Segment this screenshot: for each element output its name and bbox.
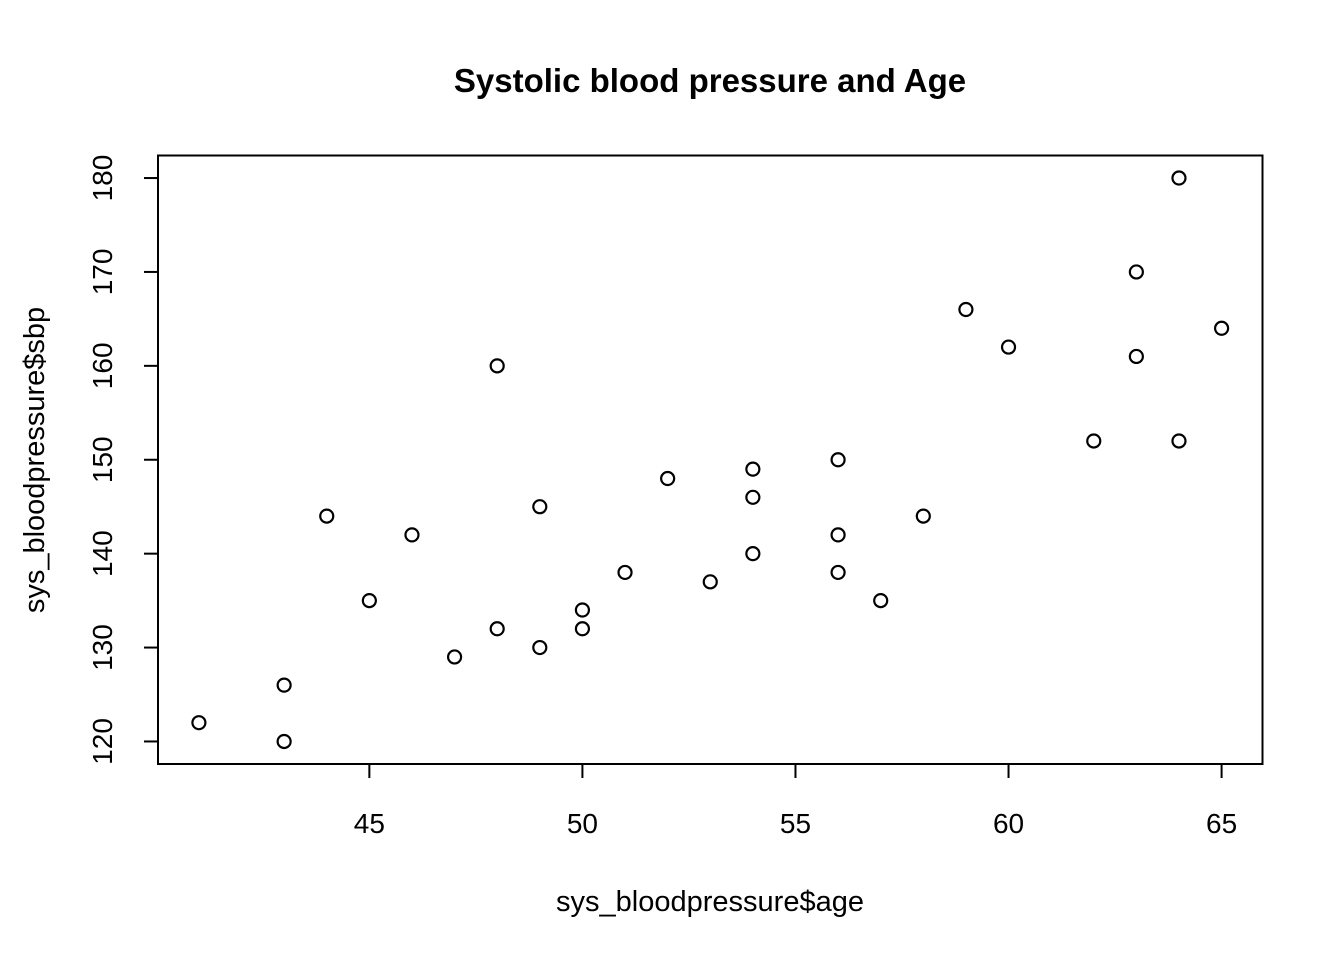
data-point — [1128, 348, 1144, 365]
data-point — [830, 452, 846, 468]
data-point — [1128, 264, 1144, 280]
x-tick-label: 55 — [780, 808, 811, 839]
x-tick-label: 45 — [354, 808, 385, 839]
chart-title: Systolic blood pressure and Age — [454, 62, 966, 99]
plot-box — [157, 154, 1264, 765]
data-point — [830, 527, 846, 543]
data-point — [1086, 433, 1102, 449]
x-tick-label: 60 — [993, 808, 1024, 839]
data-point — [574, 621, 591, 637]
data-point — [191, 715, 207, 731]
data-point — [1213, 320, 1230, 336]
x-axis-label: sys_bloodpressure$age — [556, 886, 864, 918]
x-tick-label: 50 — [567, 808, 598, 839]
y-tick-label: 170 — [87, 249, 118, 296]
y-axis-label: sys_bloodpressure$sbp — [19, 307, 51, 613]
data-point — [1000, 339, 1017, 355]
data-point — [446, 649, 463, 665]
data-point — [617, 564, 633, 581]
y-tick-label: 160 — [87, 342, 118, 389]
y-axis: 120 130 140 150 160 170 180 — [87, 155, 158, 765]
y-tick-label: 140 — [87, 530, 118, 577]
y-tick-label: 150 — [87, 436, 118, 483]
y-tick-label: 180 — [87, 155, 118, 202]
data-point — [532, 499, 548, 515]
data-point — [489, 358, 505, 374]
data-point — [532, 639, 548, 656]
data-point — [745, 546, 761, 562]
data-point — [276, 677, 292, 693]
data-point — [915, 508, 931, 524]
data-point — [361, 593, 377, 609]
data-point — [745, 461, 761, 477]
x-tick-label: 65 — [1206, 808, 1237, 839]
data-point — [830, 564, 846, 581]
y-tick-label: 120 — [87, 718, 118, 765]
data-point — [276, 733, 292, 750]
data-point — [1171, 170, 1187, 186]
data-point — [404, 527, 420, 543]
y-tick-label: 130 — [87, 624, 118, 671]
data-point — [574, 602, 591, 618]
data-point — [745, 489, 761, 505]
data-point — [489, 621, 505, 637]
data-point — [1171, 433, 1187, 449]
data-point — [873, 593, 889, 609]
data-point — [958, 301, 974, 318]
data-points-group — [191, 170, 1230, 750]
x-axis: 45 50 55 60 65 — [354, 764, 1237, 839]
data-point — [702, 574, 718, 590]
data-point — [660, 470, 676, 487]
data-point — [319, 508, 335, 524]
